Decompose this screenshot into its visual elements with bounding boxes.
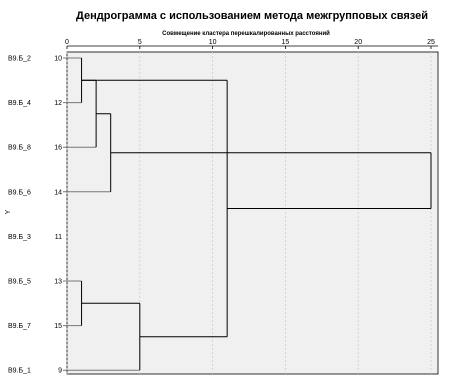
leaf-id: 12: [54, 100, 62, 107]
dendrogram-links: [63, 57, 432, 371]
x-axis-title: Совмещение кластера перешкалированных ра…: [162, 30, 330, 37]
x-tick-label: 15: [282, 39, 290, 46]
leaf-id: 10: [54, 56, 62, 63]
leaf-label: В9.Б_4: [8, 100, 31, 107]
leaf-id: 16: [54, 145, 62, 152]
x-tick-label: 5: [138, 39, 142, 46]
leaf-labels: В9.Б_2 10 В9.Б_4 12 В9.Б_8 16 В9.Б_6 14 В9.Б_3 11…: [8, 56, 62, 375]
leaf-label: В9.Б_3: [8, 234, 31, 241]
chart-title: Дендрограмма с использованием метода меж…: [76, 10, 428, 22]
leaf-id: 13: [54, 279, 62, 286]
leaf-label: В9.Б_1: [8, 368, 31, 375]
leaf-label: В9.Б_5: [8, 279, 31, 286]
x-tick-label: 0: [65, 39, 69, 46]
leaf-label: В9.Б_7: [8, 323, 31, 330]
leaf-id: 14: [54, 189, 62, 196]
leaf-id: 11: [55, 234, 62, 241]
leaf-id: 9: [58, 368, 62, 375]
plot-area: [66, 51, 439, 375]
leaf-label: В9.Б_8: [8, 145, 31, 152]
x-tick-label: 10: [209, 39, 217, 46]
x-tick-label: 25: [427, 39, 435, 46]
leaf-label: В9.Б_2: [8, 56, 31, 63]
leaf-id: 15: [54, 323, 62, 330]
x-tick-label: 20: [354, 39, 362, 46]
leaf-label: В9.Б_6: [8, 189, 31, 196]
y-axis-label: Y: [5, 209, 12, 214]
